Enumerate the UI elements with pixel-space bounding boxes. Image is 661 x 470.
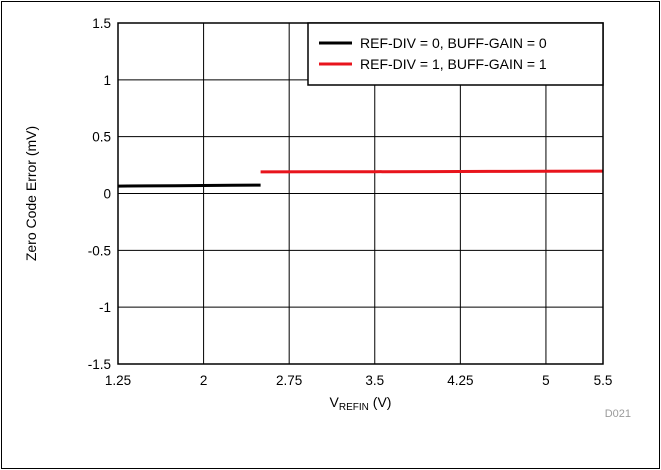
series-line-0 [117, 183, 261, 188]
legend: REF-DIV = 0, BUFF-GAIN = 0 REF-DIV = 1, … [307, 22, 604, 86]
x-tick-label: 5 [542, 373, 550, 388]
y-tick-label: 0.5 [92, 130, 111, 145]
legend-label-series-1: REF-DIV = 1, BUFF-GAIN = 1 [360, 56, 547, 72]
series-layer [117, 169, 604, 188]
series-line-1 [260, 169, 604, 174]
x-tick-label: 3.5 [365, 373, 384, 388]
x-axis-label-subscript: REFIN [339, 402, 369, 413]
y-axis-ticks: 1.5 1 0.5 0 -0.5 -1 -1.5 [88, 16, 111, 372]
y-tick-label: 1.5 [92, 16, 111, 31]
figure-code-label: D021 [605, 408, 631, 420]
y-axis-label: Zero Code Error (mV) [23, 126, 39, 261]
y-tick-label: 1 [103, 73, 111, 88]
x-axis-label-main: V [330, 394, 340, 410]
y-tick-label: -1 [99, 300, 111, 315]
y-tick-label: 0 [103, 187, 111, 202]
legend-box [307, 22, 604, 86]
x-tick-label: 4.25 [447, 373, 473, 388]
x-axis-label: VREFIN (V) [330, 394, 392, 413]
x-tick-label: 2.75 [276, 373, 302, 388]
y-tick-label: -1.5 [88, 357, 111, 372]
x-tick-label: 1.25 [105, 373, 131, 388]
x-axis-ticks: 1.25 2 2.75 3.5 4.25 5 5.5 [105, 373, 613, 388]
x-axis-label-unit: (V) [369, 394, 392, 410]
legend-label-series-0: REF-DIV = 0, BUFF-GAIN = 0 [360, 35, 547, 51]
x-tick-label: 5.5 [594, 373, 613, 388]
y-tick-label: -0.5 [88, 243, 111, 258]
x-tick-label: 2 [200, 373, 208, 388]
